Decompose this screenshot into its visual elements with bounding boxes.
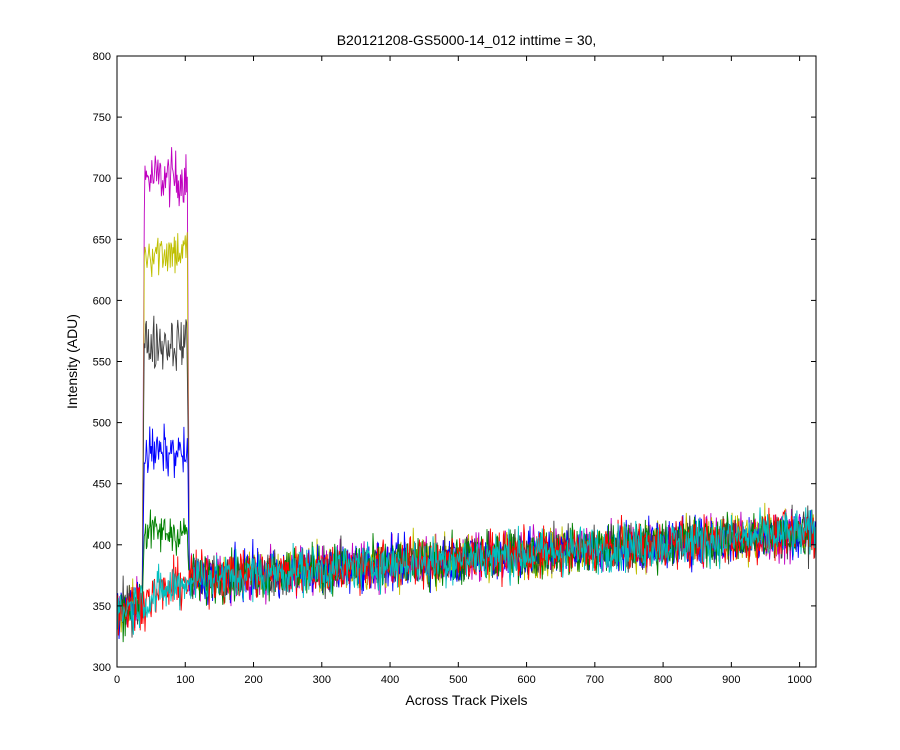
- y-axis-label: Intensity (ADU): [64, 314, 80, 409]
- y-axis-ticks: 300 350 400 450 500 550 600 650 700 750 800: [93, 51, 816, 674]
- x-tick-label: 100: [176, 674, 194, 686]
- x-tick-label: 800: [654, 674, 672, 686]
- x-axis-label: Across Track Pixels: [405, 692, 527, 708]
- x-tick-label: 200: [244, 674, 262, 686]
- y-tick-label: 650: [93, 234, 111, 246]
- x-axis-ticks: 0 100 200 300 400 500 600 700 800 900 1000: [114, 56, 812, 686]
- plot-area: [116, 55, 817, 668]
- x-tick-label: 600: [517, 674, 535, 686]
- y-tick-label: 600: [93, 295, 111, 307]
- chart-title: B20121208-GS5000-14_012 inttime = 30,: [337, 32, 597, 48]
- y-tick-label: 700: [93, 173, 111, 185]
- x-tick-label: 700: [586, 674, 604, 686]
- x-tick-label: 300: [313, 674, 331, 686]
- y-tick-label: 400: [93, 540, 111, 552]
- x-tick-label: 0: [114, 674, 120, 686]
- y-tick-label: 350: [93, 601, 111, 613]
- x-tick-label: 900: [722, 674, 740, 686]
- x-tick-label: 500: [449, 674, 467, 686]
- series-group: [117, 147, 816, 643]
- y-tick-label: 300: [93, 662, 111, 674]
- y-tick-label: 800: [93, 51, 111, 63]
- y-tick-label: 500: [93, 418, 111, 430]
- y-tick-label: 450: [93, 479, 111, 491]
- y-tick-label: 550: [93, 357, 111, 369]
- y-tick-label: 750: [93, 112, 111, 124]
- x-tick-label: 400: [381, 674, 399, 686]
- series-line-7: [117, 507, 816, 635]
- x-tick-label: 1000: [787, 674, 811, 686]
- series-line-6: [117, 507, 816, 636]
